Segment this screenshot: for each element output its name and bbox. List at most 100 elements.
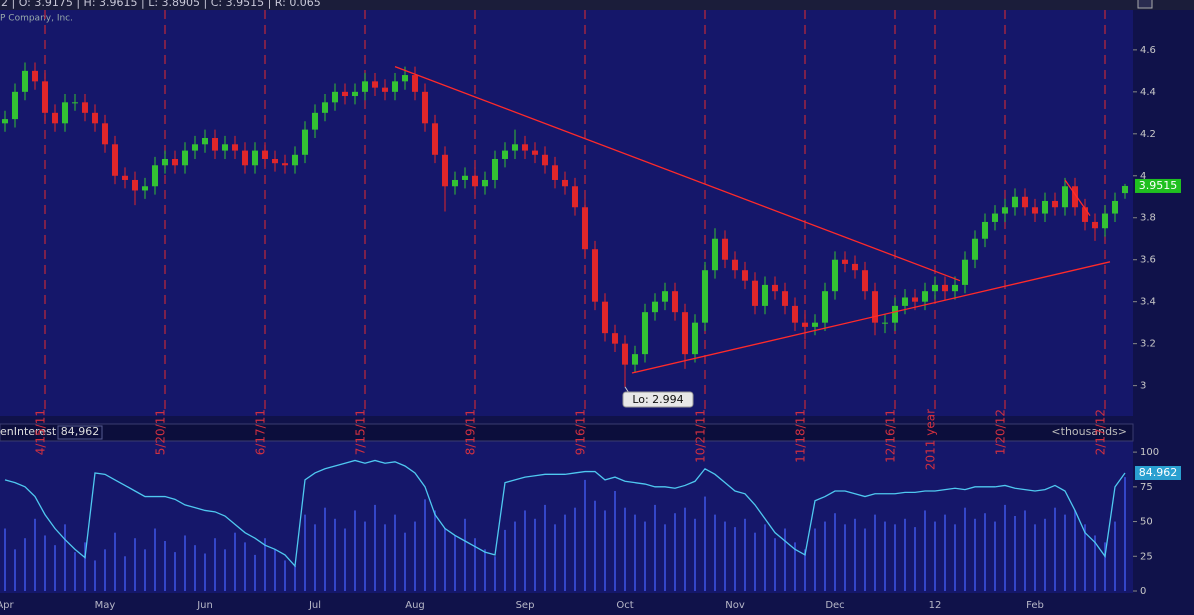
candle-body <box>62 102 68 124</box>
oi-bar <box>244 542 246 591</box>
oi-tick-label: 50 <box>1140 517 1153 528</box>
oi-bar <box>1074 510 1076 591</box>
marker-label: 2011 year <box>924 409 938 470</box>
candle-body <box>1102 213 1108 229</box>
company-name: P Company, Inc. <box>0 14 73 24</box>
oi-bar <box>64 524 66 591</box>
oi-bar <box>254 554 256 591</box>
candle-body <box>1092 221 1098 229</box>
oi-bar <box>524 510 526 591</box>
marker-label: 4/15/11 <box>34 409 48 455</box>
oi-bar <box>424 499 426 591</box>
oi-bar <box>664 524 666 591</box>
x-tick-label: Feb <box>1026 600 1044 611</box>
oi-bar <box>274 549 276 591</box>
candle-body <box>912 297 918 302</box>
oi-bar <box>584 479 586 591</box>
candle-body <box>712 238 718 271</box>
oi-bar <box>754 532 756 591</box>
oi-bar <box>1104 542 1106 591</box>
candle-body <box>402 75 408 82</box>
last-price: 3.9515 <box>1139 179 1178 192</box>
candle-body <box>12 91 18 120</box>
candle-body <box>872 291 878 323</box>
oi-bar <box>214 538 216 591</box>
candle-body <box>1072 186 1078 208</box>
oi-bar <box>194 545 196 591</box>
y-tick-label: 4.2 <box>1140 129 1156 140</box>
candle-body <box>672 291 678 313</box>
candle-body <box>452 179 458 187</box>
candle-body <box>812 322 818 327</box>
marker-label: 11/18/11 <box>794 409 808 463</box>
oi-bar <box>464 518 466 591</box>
oi-bar <box>204 553 206 591</box>
oi-bar <box>294 566 296 591</box>
oi-bar <box>734 527 736 591</box>
candle-body <box>1022 196 1028 208</box>
candle-body <box>702 270 708 323</box>
candle-body <box>782 291 788 306</box>
y-tick-label: 3.8 <box>1140 213 1156 224</box>
y-tick-label: 3.4 <box>1140 297 1156 308</box>
oi-bar <box>334 518 336 591</box>
oi-bar <box>454 535 456 591</box>
oi-bar <box>854 518 856 591</box>
candle-body <box>1032 207 1038 214</box>
candle-body <box>1002 207 1008 214</box>
candle-body <box>1062 186 1068 208</box>
candle-body <box>312 112 318 130</box>
candle-body <box>472 175 478 187</box>
oi-bar <box>44 535 46 591</box>
oi-bar <box>864 528 866 591</box>
subpanel-value: 84,962 <box>61 425 100 438</box>
oi-bar <box>1124 477 1126 591</box>
oi-line <box>4 459 1126 568</box>
candle-body <box>22 70 28 92</box>
oi-tick-label: 0 <box>1140 586 1146 597</box>
marker-label: 6/17/11 <box>254 409 268 455</box>
oi-bar <box>34 518 36 591</box>
oi-bar <box>1094 535 1096 591</box>
candle-body <box>732 259 738 271</box>
oi-bar <box>1114 521 1116 591</box>
marker-label: 2/17/12 <box>1094 409 1108 455</box>
oi-bar <box>554 524 556 591</box>
candle-body <box>322 102 328 113</box>
candle-body <box>192 144 198 151</box>
candle-body <box>432 123 438 155</box>
trendline <box>1064 179 1091 217</box>
oi-bar <box>844 524 846 591</box>
low-annotation: Lo: 2.994 <box>632 393 683 406</box>
candle-body <box>862 270 868 292</box>
marker-label: 7/15/11 <box>354 409 368 455</box>
candle-body <box>1012 196 1018 208</box>
oi-bar <box>514 521 516 591</box>
oi-bar <box>674 513 676 591</box>
candle-body <box>762 284 768 306</box>
window-button[interactable] <box>1137 0 1153 9</box>
candle-body <box>262 150 268 159</box>
candle-body <box>362 81 368 92</box>
x-axis-strip <box>0 593 1194 615</box>
candle-body <box>562 179 568 187</box>
candle-body <box>372 81 378 88</box>
oi-bar <box>724 521 726 591</box>
oi-bar <box>834 513 836 591</box>
candle-body <box>332 91 338 103</box>
oi-bar <box>544 504 546 591</box>
oi-bar <box>384 524 386 591</box>
candle-body <box>242 150 248 166</box>
oi-bar <box>4 528 6 591</box>
oi-bar <box>974 518 976 591</box>
candle-body <box>1042 200 1048 214</box>
trendline <box>394 66 961 282</box>
candle-body <box>72 102 78 104</box>
subpanel-header <box>0 423 1134 442</box>
y-tick-label: 3.2 <box>1140 339 1156 350</box>
candle-body <box>642 312 648 355</box>
x-tick-label: Oct <box>616 600 633 611</box>
oi-bar <box>824 521 826 591</box>
oi-bar <box>434 510 436 591</box>
axis-strip <box>1133 10 1194 615</box>
